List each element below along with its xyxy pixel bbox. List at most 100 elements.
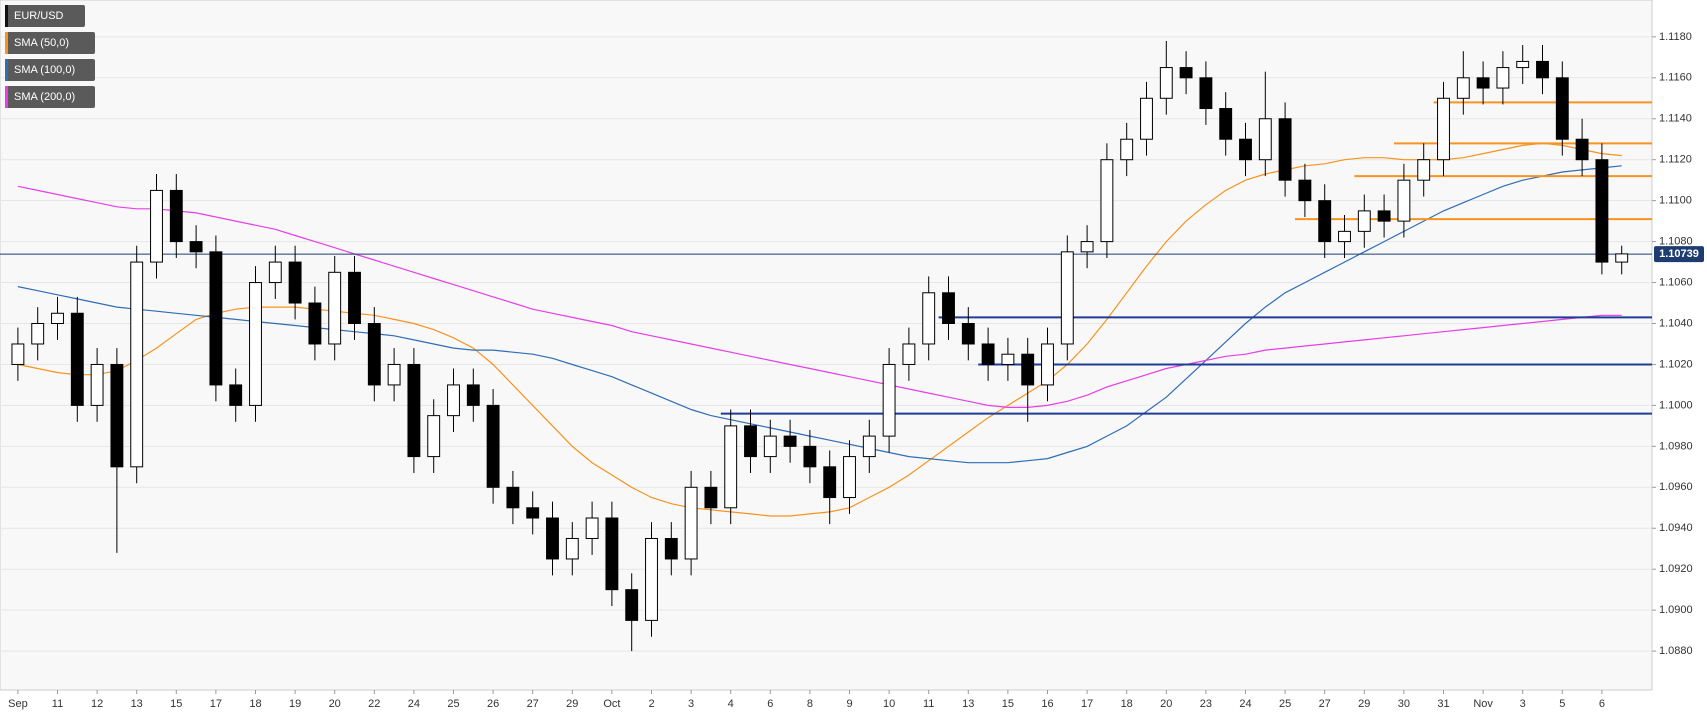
candle-body [486,404,500,488]
x-tick-label: 29 [1358,698,1370,710]
candle-body [367,323,381,386]
candle-body [1417,159,1431,181]
candle-body [684,486,698,560]
candle-body [1318,200,1332,243]
y-tick-label: 1.1000 [1659,399,1693,411]
candle-body [1060,251,1074,345]
sma-line [17,185,1622,408]
x-tick-label: 3 [1520,698,1526,710]
x-tick-label: 5 [1559,698,1565,710]
candle-body [447,384,460,417]
candle-body [882,363,896,437]
last-price-label: 1.10739 [1659,248,1699,260]
x-tick-label: 30 [1398,698,1410,710]
candle-body [981,343,995,365]
x-tick-label: 4 [728,698,734,710]
candle-body [169,189,183,243]
y-tick-label: 1.0980 [1659,440,1693,452]
candle-body [1496,67,1510,89]
y-tick-label: 1.1040 [1659,317,1693,329]
candle-body [1516,60,1530,69]
candle-body [209,251,223,386]
x-tick-label: 17 [210,698,222,710]
candle-body [526,507,540,519]
candle-body [704,486,718,509]
candle-body [843,456,856,499]
candle-body [1437,97,1450,161]
x-tick-label: 6 [1599,698,1605,710]
x-tick-label: 12 [91,698,103,710]
candle-body [1021,353,1035,386]
candle-body [249,282,262,406]
candle-body [1199,77,1213,110]
candle-body [1575,138,1589,161]
x-tick-label: 25 [447,698,459,710]
x-tick-label: 8 [807,698,813,710]
x-tick-label: 27 [1319,698,1331,710]
y-tick-label: 1.1180 [1659,31,1692,43]
x-tick-label: 11 [923,698,934,710]
candle-body [922,292,936,345]
candle-body [11,343,25,365]
x-tick-label: 19 [289,698,301,710]
legend-swatch [5,59,8,81]
x-tick-label: 27 [527,698,539,710]
candle-body [427,415,441,458]
x-tick-label: 26 [487,698,499,710]
x-tick-label: 31 [1437,698,1449,710]
candle-body [744,425,757,458]
candle-body [625,589,639,621]
candle-body [1476,77,1490,89]
candle-body [348,271,361,325]
candle-body [1357,210,1371,232]
x-tick-label: 15 [1002,698,1014,710]
candle-body [862,435,876,458]
y-tick-label: 1.0900 [1659,604,1693,616]
candle-body [565,537,579,560]
candle-body [229,384,243,406]
candle-body [1595,159,1609,263]
y-tick-label: 1.0880 [1659,645,1693,657]
candle-body [407,363,421,458]
x-tick-label: 22 [368,698,380,710]
y-tick-label: 1.1160 [1659,72,1692,84]
candle-body [506,486,520,509]
x-tick-label: 18 [249,698,261,710]
y-tick-label: 1.0920 [1659,563,1693,575]
sma-line [17,165,1622,464]
x-tick-label: 25 [1279,698,1291,710]
x-tick-label: 16 [1041,698,1053,710]
candle-body [585,517,599,539]
candle-body [1239,138,1252,161]
candle-body [1219,108,1233,140]
candle-body [51,312,64,325]
candle-body [1041,343,1054,386]
legend-box [5,5,85,27]
candle-body [902,343,916,365]
candle-body [70,312,84,406]
x-tick-label: Nov [1473,698,1493,710]
candle-body [803,445,817,468]
candle-body [150,189,163,263]
candle-body [1159,67,1173,99]
x-tick-label: 20 [329,698,341,710]
candle-body [1536,60,1549,79]
candle-body [664,537,678,560]
legend-label: SMA (50,0) [14,37,69,49]
candle-body [1278,118,1292,181]
x-tick-label: 10 [883,698,895,710]
x-tick-label: Oct [603,698,620,710]
candle-body [724,425,738,509]
legend-box [5,86,95,108]
candle-body [1338,230,1351,243]
legend-box [5,59,95,81]
legend-label: SMA (200,0) [14,91,75,103]
y-tick-label: 1.1060 [1659,276,1693,288]
legend-swatch [5,32,8,54]
legend-label: SMA (100,0) [14,64,75,76]
candle-body [268,261,282,284]
candle-body [90,363,104,406]
x-tick-label: 23 [1200,698,1212,710]
candle-body [1258,118,1272,161]
legend-box [5,32,95,54]
